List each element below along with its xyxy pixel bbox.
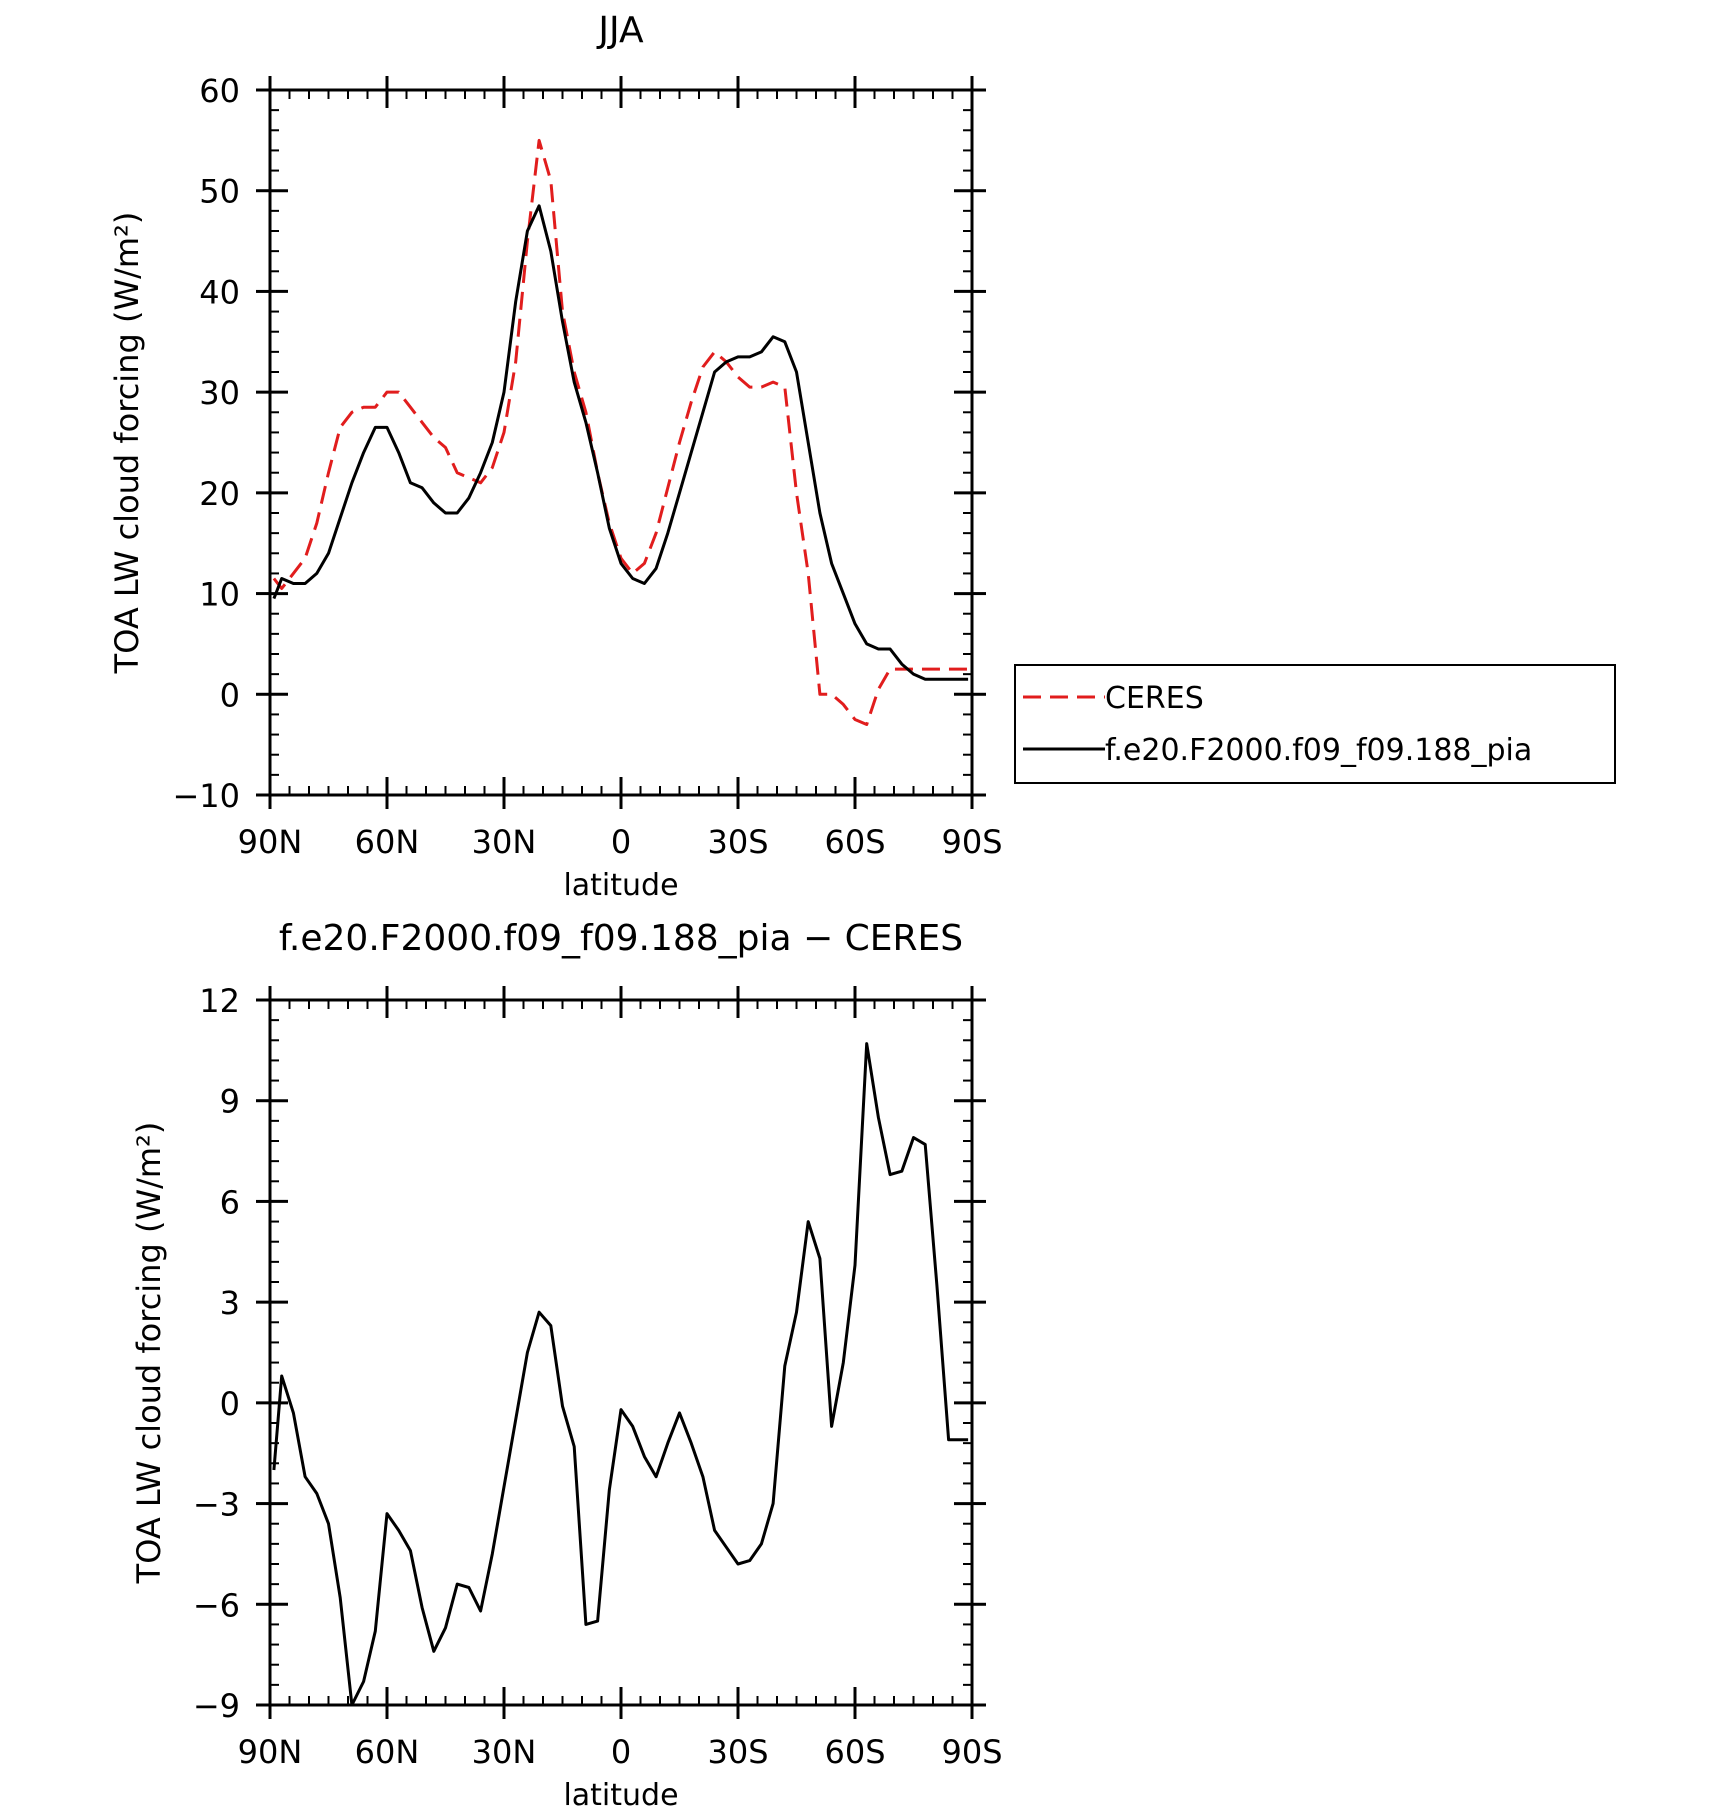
x-tick-label: 0 — [611, 823, 631, 861]
y-tick-label: 0 — [220, 1385, 240, 1423]
y-tick-label: 3 — [220, 1284, 240, 1322]
y-tick-label: −9 — [193, 1687, 240, 1725]
x-tick-label: 90S — [941, 1733, 1002, 1771]
y-tick-label: 40 — [199, 273, 240, 311]
x-tick-label: 90N — [238, 1733, 303, 1771]
legend-box — [1014, 664, 1616, 784]
x-tick-label: 0 — [611, 1733, 631, 1771]
chart-panel-1: JJA 90N 60N 30N 0 30S 60S 90S −10 0 10 20 30 40 50 60 la… — [108, 10, 1616, 903]
x-axis-label: latitude — [563, 868, 678, 903]
x-tick-label: 60S — [824, 823, 885, 861]
x-tick-label: 30S — [707, 823, 768, 861]
legend-label-1: CERES — [1105, 681, 1204, 716]
y-tick-label: 50 — [199, 173, 240, 211]
y-tick-label: 20 — [199, 475, 240, 513]
x-tick-label: 90S — [941, 823, 1002, 861]
series-line-1 — [272, 138, 969, 726]
plot-frame — [268, 88, 974, 797]
x-tick-label: 30N — [472, 823, 537, 861]
y-tick-label: −10 — [172, 777, 240, 815]
x-tick-label: 30N — [472, 1733, 537, 1771]
y-tick-label: 9 — [220, 1083, 240, 1121]
y-tick-label: 0 — [220, 676, 240, 714]
x-tick-label: 30S — [707, 1733, 768, 1771]
x-tick-label: 90N — [238, 823, 303, 861]
chart-title: JJA — [596, 10, 644, 51]
legend: CERES f.e20.F2000.f09_f09.188_pia — [1014, 664, 1616, 784]
series-line-1 — [272, 1042, 969, 1707]
y-axis-label: TOA LW cloud forcing (W/m²) — [130, 1122, 168, 1585]
x-tick-label: 60S — [824, 1733, 885, 1771]
y-tick-label: 60 — [199, 72, 240, 110]
y-tick-label: 6 — [220, 1183, 240, 1221]
x-axis-label: latitude — [563, 1778, 678, 1811]
chart-title: f.e20.F2000.f09_f09.188_pia − CERES — [279, 918, 963, 959]
y-tick-label: 12 — [199, 982, 240, 1020]
series-line-2 — [272, 204, 969, 681]
plot-frame — [268, 998, 974, 1707]
y-tick-label: −3 — [193, 1486, 240, 1524]
y-tick-label: 30 — [199, 374, 240, 412]
y-tick-label: −6 — [193, 1586, 240, 1624]
legend-label-2: f.e20.F2000.f09_f09.188_pia — [1105, 733, 1532, 768]
y-tick-label: 10 — [199, 576, 240, 614]
x-tick-label: 60N — [355, 1733, 420, 1771]
y-axis-label: TOA LW cloud forcing (W/m²) — [108, 212, 146, 675]
x-tick-label: 60N — [355, 823, 420, 861]
